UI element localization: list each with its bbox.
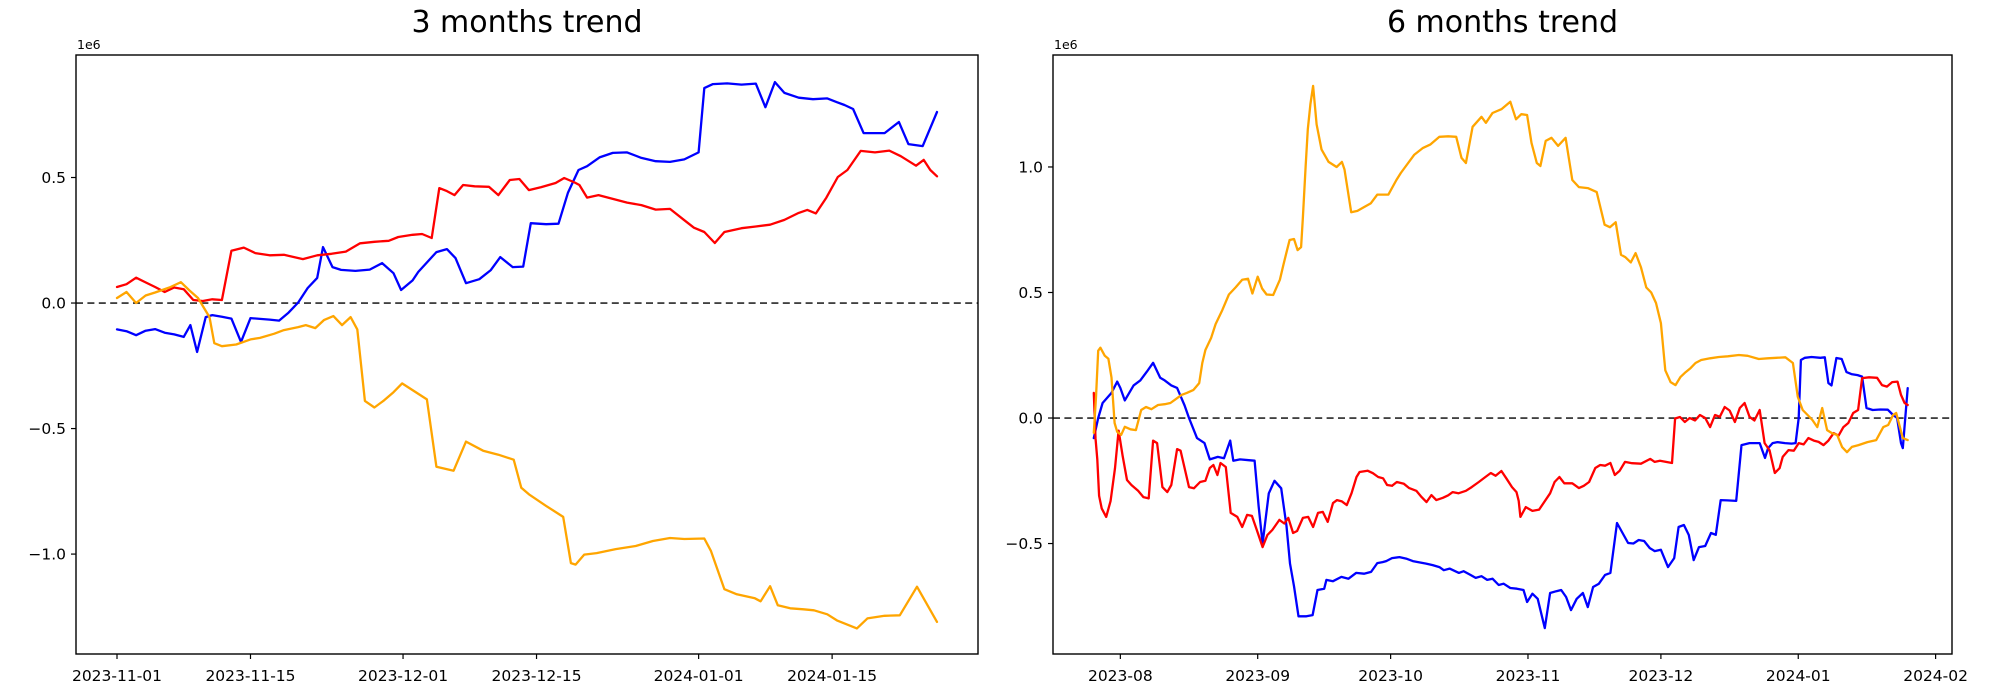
- y-tick-label: 1.0: [1018, 158, 1043, 176]
- series-red-line: [115, 149, 939, 303]
- axes-frame: [75, 54, 979, 655]
- y-axis-offset-label: 1e6: [1054, 37, 1078, 52]
- x-tick-label: 2023-10: [1358, 667, 1423, 685]
- x-tick-label: 2023-08: [1088, 667, 1153, 685]
- x-tick-label: 2023-11-15: [205, 667, 295, 685]
- x-tick-label: 2023-12: [1629, 667, 1694, 685]
- series-orange-line: [115, 281, 939, 630]
- x-tick-label: 2023-12-15: [491, 667, 581, 685]
- axes-frame: [1052, 54, 1953, 655]
- series-orange-line: [1092, 84, 1909, 454]
- x-tick-label: 2023-11-01: [72, 667, 162, 685]
- series-blue-line: [1092, 355, 1909, 630]
- y-tick-label: 0.5: [1018, 284, 1043, 302]
- y-tick-label: 0.5: [41, 169, 66, 187]
- y-axis-offset-label: 1e6: [77, 37, 101, 52]
- x-tick-label: 2023-11: [1496, 667, 1561, 685]
- series-blue-line: [115, 80, 939, 354]
- x-tick-label: 2023-09: [1225, 667, 1290, 685]
- series-red-line: [1092, 376, 1909, 549]
- y-tick-label: −1.0: [28, 546, 66, 564]
- chart-title-3-months: 3 months trend: [411, 5, 643, 40]
- y-tick-label: −0.5: [28, 420, 66, 438]
- y-tick-label: 0.0: [41, 295, 66, 313]
- x-tick-label: 2024-01-01: [654, 667, 744, 685]
- x-tick-label: 2024-01: [1766, 667, 1831, 685]
- x-tick-label: 2024-02: [1903, 667, 1968, 685]
- x-tick-label: 2024-01-15: [787, 667, 877, 685]
- x-tick-label: 2023-12-01: [358, 667, 448, 685]
- y-tick-label: −0.5: [1005, 535, 1043, 553]
- y-tick-label: 0.0: [1018, 410, 1043, 428]
- chart-title-6-months: 6 months trend: [1386, 5, 1619, 40]
